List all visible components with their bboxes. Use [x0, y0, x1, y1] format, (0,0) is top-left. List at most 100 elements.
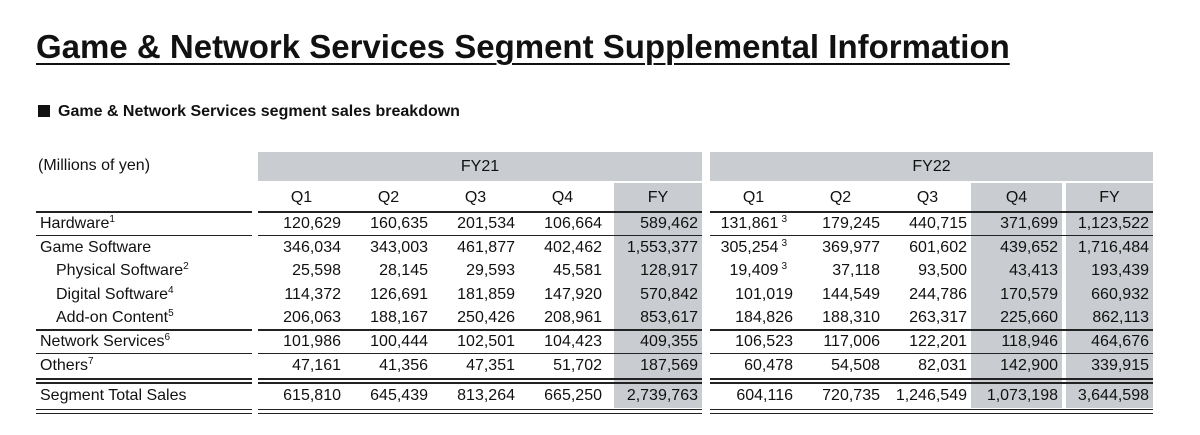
footnote-mark: 4	[168, 284, 174, 296]
table-rule	[36, 352, 252, 355]
value-cell: 660,932	[1066, 283, 1153, 307]
value-text: 170,579	[1000, 285, 1058, 303]
value-text: 225,660	[1000, 309, 1058, 327]
column-header: FY	[1099, 189, 1120, 206]
column-header: Q2	[377, 189, 400, 206]
row-label-text: Network Services	[40, 333, 165, 350]
value-text: 206,063	[283, 309, 341, 327]
value-text: 106,664	[544, 215, 602, 232]
value-cell: 54,508	[797, 354, 884, 378]
value-cell: 665,250	[519, 384, 606, 408]
value-text: 41,356	[379, 356, 428, 374]
value-text: 461,877	[457, 238, 515, 256]
value-cell: 188,167	[345, 306, 432, 330]
value-text: 305,254	[720, 238, 779, 256]
value-cell: 343,003	[345, 236, 432, 260]
group-header-shade	[258, 152, 702, 181]
value-cell: 244,786	[884, 283, 971, 307]
column-header: Q1	[290, 189, 313, 206]
value-text: 440,715	[909, 215, 967, 232]
value-text: 144,549	[822, 285, 880, 303]
value-text: 147,920	[544, 285, 602, 303]
column-header: Q4	[551, 189, 574, 206]
table-rule	[36, 382, 252, 384]
table-rule	[710, 378, 1153, 380]
value-cell: 184,826	[710, 306, 797, 330]
value-text: 117,006	[823, 333, 880, 350]
value-cell: 47,351	[432, 354, 519, 378]
value-text: 589,462	[640, 215, 698, 232]
table-rule	[710, 234, 1153, 237]
row-label: Digital Software4	[56, 283, 174, 307]
row-label-text: Add-on Content	[56, 309, 169, 327]
value-text: 1,123,522	[1077, 215, 1149, 232]
table-rule	[258, 408, 702, 411]
value-cell: 122,201	[884, 330, 971, 354]
footnote-mark: 7	[88, 355, 94, 367]
value-cell: 170,579	[971, 283, 1062, 307]
value-cell: 250,426	[432, 306, 519, 330]
column-header: Q3	[916, 189, 939, 206]
table-rule	[258, 382, 702, 384]
value-cell: 862,113	[1066, 306, 1153, 330]
table-rule	[258, 378, 702, 380]
value-text: 101,019	[735, 285, 793, 303]
value-cell: 1,246,549	[884, 384, 971, 408]
value-cell: 201,534	[432, 212, 519, 236]
value-text: 570,842	[640, 285, 698, 303]
bullet-square	[38, 105, 50, 117]
value-text: 862,113	[1092, 309, 1149, 327]
value-cell: 100,444	[345, 330, 432, 354]
value-text: 82,031	[918, 356, 967, 374]
value-cell: 19,409 3	[710, 259, 797, 283]
value-text: 181,859	[457, 285, 515, 303]
table-rule	[36, 329, 252, 331]
value-text: 51,702	[553, 356, 602, 374]
value-text: 409,355	[640, 333, 698, 350]
value-cell: 128,917	[614, 259, 702, 283]
value-text: 208,961	[544, 309, 602, 327]
row-label-text: Hardware	[40, 215, 110, 232]
value-text: 188,167	[370, 309, 428, 327]
table-rule	[710, 329, 1153, 331]
value-text: 402,462	[544, 238, 602, 256]
value-cell: 142,900	[971, 354, 1062, 378]
column-shade	[971, 183, 1062, 408]
row-label-text: Physical Software	[56, 262, 184, 280]
column-header: Q2	[829, 189, 852, 206]
value-cell: 101,986	[258, 330, 345, 354]
value-text: 439,652	[1000, 238, 1058, 256]
column-shade	[1066, 183, 1153, 408]
value-text: 1,073,198	[986, 387, 1058, 405]
value-cell: 28,145	[345, 259, 432, 283]
value-text: 120,629	[283, 215, 341, 232]
value-text: 47,161	[292, 356, 341, 374]
value-text: 1,246,549	[895, 387, 967, 405]
footnote-mark: 5	[168, 308, 174, 320]
footnote-mark: 3	[781, 261, 787, 273]
value-text: 346,034	[283, 238, 341, 256]
row-label-text: Digital Software	[56, 285, 169, 303]
value-text: 179,245	[822, 215, 880, 232]
value-cell: 47,161	[258, 354, 345, 378]
value-cell: 225,660	[971, 306, 1062, 330]
value-text: 853,617	[640, 309, 698, 327]
value-text: 28,145	[379, 262, 428, 280]
value-cell: 45,581	[519, 259, 606, 283]
row-label: Add-on Content5	[56, 306, 174, 330]
value-cell: 720,735	[797, 384, 884, 408]
value-text: 665,250	[544, 387, 602, 405]
value-cell: 106,523	[710, 330, 797, 354]
table-rule	[36, 412, 252, 415]
footnote-mark: 2	[183, 261, 189, 273]
value-cell: 645,439	[345, 384, 432, 408]
value-cell: 604,116	[710, 384, 797, 408]
value-cell: 160,635	[345, 212, 432, 236]
value-text: 45,581	[553, 262, 602, 280]
value-text: 193,439	[1091, 262, 1149, 280]
value-cell: 117,006	[797, 330, 884, 354]
value-text: 244,786	[909, 285, 967, 303]
value-cell: 179,245	[797, 212, 884, 236]
value-text: 101,986	[283, 333, 341, 350]
